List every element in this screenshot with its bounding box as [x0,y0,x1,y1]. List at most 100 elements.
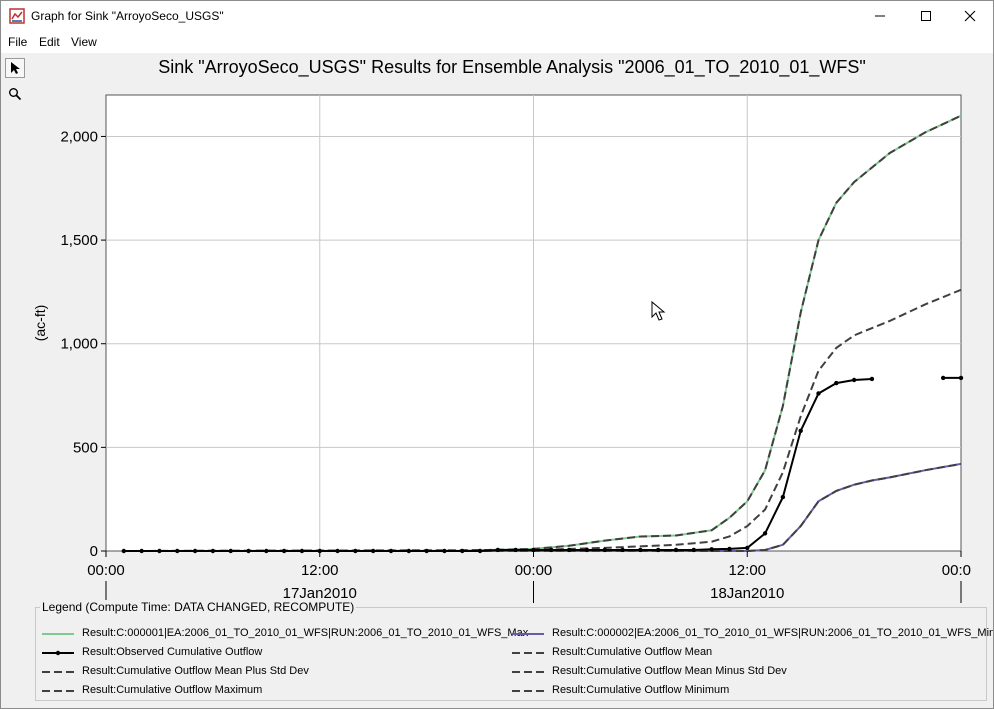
menu-view[interactable]: View [71,35,97,49]
legend-entry-label: Result:Cumulative Outflow Maximum [82,684,263,696]
observed-point-marker [673,547,679,553]
observed-point-marker [299,548,305,554]
observed-point-marker [192,548,198,554]
observed-point-marker [816,391,821,396]
observed-point-marker [549,547,554,553]
minimize-button[interactable] [857,1,903,31]
observed-point-marker [566,547,572,553]
observed-point-marker [388,548,394,554]
observed-point-marker [513,547,518,553]
legend-entry-label: Result:Cumulative Outflow Mean Plus Std … [82,665,309,677]
observed-point-marker [869,376,875,382]
observed-point-marker [264,548,269,554]
observed-point-marker [335,548,340,554]
y-tick-label: 500 [73,439,98,456]
observed-point-marker [157,548,162,554]
y-axis-label: (ac-ft) [32,305,48,342]
x-tick-label: 00:00 [87,562,125,579]
chart-plot-area[interactable]: 0 500 1,000 1,500 2,000 00:00 12:00 00:00 12:00 0… [1,1,993,606]
x-tick-label: 12:00 [301,562,339,579]
observed-point-marker [531,547,536,553]
observed-point-marker [940,375,946,381]
pointer-icon [11,62,20,74]
legend-entry: Result:Cumulative Outflow Maximum [40,683,510,699]
legend-entry: Result:C:000001|EA:2006_01_TO_2010_01_WF… [40,626,528,642]
hms-app-icon [9,8,25,24]
legend-entry-label: Result:Observed Cumulative Outflow [82,646,263,658]
observed-point-marker [121,548,127,554]
legend-entry: Result:Cumulative Outflow Mean [510,645,980,661]
observed-point-marker [834,380,839,386]
zoom-tool-button[interactable] [5,84,25,104]
observed-point-marker [175,548,180,554]
legend-entry-label: Result:C:000002|EA:2006_01_TO_2010_01_WF… [552,627,994,639]
observed-point-marker [727,546,732,552]
observed-point-marker [228,548,233,554]
observed-point-marker [353,548,358,554]
legend-panel: Legend (Compute Time: DATA CHANGED, RECO… [35,600,993,701]
legend-entry-label: Result:Cumulative Outflow Mean Minus Std… [552,665,787,677]
menu-file[interactable]: File [8,35,28,49]
series-line [123,114,962,552]
observed-point-marker [139,548,144,554]
observed-point-marker [602,547,607,553]
legend-entry-label: Result:Cumulative Outflow Mean [552,646,713,658]
observed-point-marker [281,548,287,554]
legend-entry: Result:Observed Cumulative Outflow [40,645,510,661]
x-day-label: 18Jan2010 [710,585,784,602]
observed-point-marker [442,548,447,554]
maximize-icon [921,11,931,21]
legend-entry-label: Result:Cumulative Outflow Minimum [552,684,730,696]
x-tick-label: 00:0 [942,562,971,579]
series-line [123,288,962,552]
legend-swatch [42,650,74,656]
observed-point-marker [745,545,750,551]
legend-swatch [42,633,74,635]
x-tick-label: 00:00 [515,562,553,579]
observed-point-marker [246,548,251,554]
legend-swatch [512,633,544,635]
observed-point-marker [691,547,697,553]
menu-bar: File Edit View [1,31,993,53]
observed-point-marker [424,548,429,554]
legend-swatch [42,671,74,673]
pointer-tool-button[interactable] [5,58,25,78]
y-tick-label: 1,000 [60,336,98,353]
observed-point-marker [620,547,625,553]
mouse-cursor [651,300,666,321]
observed-point-marker [495,547,501,553]
chart-title: Sink "ArroyoSeco_USGS" Results for Ensem… [158,57,866,77]
legend-entry: Result:Cumulative Outflow Mean Minus Std… [510,664,980,680]
window-title: Graph for Sink "ArroyoSeco_USGS" [31,9,224,23]
graph-toolbar [1,54,29,708]
observed-point-marker [477,548,483,554]
legend-entry: Result:C:000002|EA:2006_01_TO_2010_01_WF… [510,626,993,642]
menu-edit[interactable]: Edit [39,35,60,49]
y-tick-label: 1,500 [60,232,98,249]
close-icon [964,10,976,22]
observed-point-marker [798,428,803,433]
y-tick-label: 2,000 [60,128,98,145]
maximize-button[interactable] [903,1,949,31]
legend-title: Legend (Compute Time: DATA CHANGED, RECO… [40,600,357,614]
observed-point-marker [210,548,216,554]
observed-point-marker [584,547,590,553]
observed-point-marker [958,375,964,381]
series-line [123,462,962,552]
x-day-label: 17Jan2010 [283,585,357,602]
title-bar[interactable]: Graph for Sink "ArroyoSeco_USGS" [1,1,993,31]
observed-point-marker [780,494,786,500]
legend-swatch [512,671,544,673]
legend-swatch [512,652,544,654]
minimize-icon [875,15,885,17]
y-tick-label: 0 [90,543,98,560]
observed-point-marker [638,547,643,553]
legend-entry-label: Result:C:000001|EA:2006_01_TO_2010_01_WF… [82,627,529,639]
legend-entry: Result:Cumulative Outflow Minimum [510,683,980,699]
legend-swatch [512,690,544,692]
observed-point-marker [370,548,376,554]
zoom-icon [9,88,22,101]
close-button[interactable] [947,1,993,31]
observed-point-marker [709,547,714,552]
